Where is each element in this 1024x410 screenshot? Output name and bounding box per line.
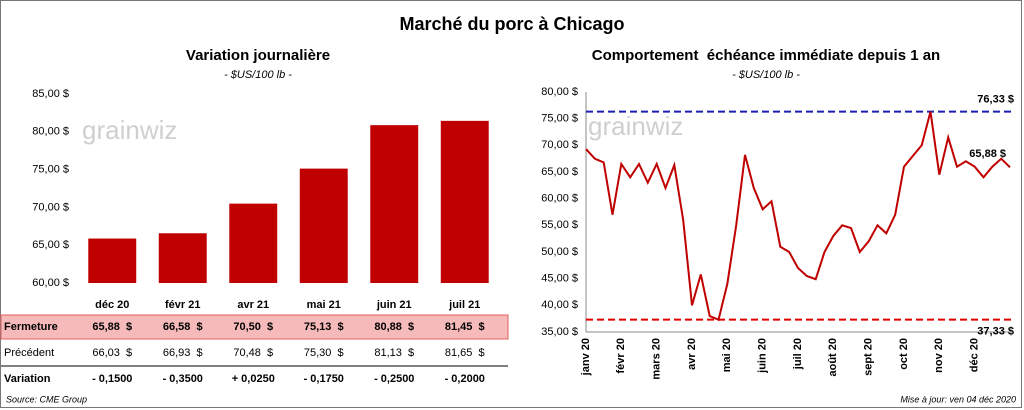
y-tick-label: 80,00 $	[541, 86, 578, 98]
y-tick-label: 85,00 $	[32, 88, 69, 100]
table-cell: - 0,1750	[304, 373, 344, 385]
table-cell: 70,48 $	[233, 347, 273, 359]
table-cell: 70,50 $	[233, 321, 273, 333]
table-cell: + 0,0250	[232, 373, 275, 385]
y-tick-label: 75,00 $	[541, 113, 578, 125]
chart-subtitle: - $US/100 lb -	[224, 69, 292, 81]
x-tick-label: août 20	[827, 338, 839, 377]
table-cell: 66,03 $	[92, 347, 132, 359]
source: Source: CME Group	[6, 394, 87, 404]
table-cell: 81,13 $	[374, 347, 414, 359]
x-tick-label: nov 20	[933, 338, 945, 373]
table-cell: 65,88 $	[92, 321, 132, 333]
table-cell: 80,88 $	[374, 321, 414, 333]
x-tick-label: juin 20	[757, 338, 769, 374]
x-tick-label: avr 21	[237, 299, 269, 311]
x-tick-label: mai 21	[307, 299, 341, 311]
row-label: Précédent	[4, 347, 54, 359]
x-tick-label: juin 21	[376, 299, 412, 311]
bar	[440, 120, 489, 283]
x-tick-label: juil 21	[448, 299, 480, 311]
x-tick-label: oct 20	[898, 338, 910, 370]
row-label: Variation	[4, 373, 51, 385]
y-tick-label: 65,00 $	[32, 239, 69, 251]
table-cell: - 0,2500	[374, 373, 414, 385]
y-tick-label: 55,00 $	[541, 219, 578, 231]
y-tick-label: 60,00 $	[32, 277, 69, 289]
y-tick-label: 65,00 $	[541, 166, 578, 178]
table-cell: 66,93 $	[163, 347, 203, 359]
y-tick-label: 70,00 $	[32, 201, 69, 213]
table-cell: - 0,2000	[445, 373, 485, 385]
y-tick-label: 80,00 $	[32, 126, 69, 138]
bar	[88, 238, 137, 283]
bar	[229, 203, 278, 283]
x-tick-label: juil 20	[792, 338, 804, 370]
chart-subtitle: - $US/100 lb -	[732, 69, 800, 81]
table-cell: 81,45 $	[445, 321, 485, 333]
y-tick-label: 45,00 $	[541, 273, 578, 285]
row-label: Fermeture	[4, 321, 58, 333]
bar	[299, 168, 348, 283]
x-tick-label: mars 20	[651, 338, 663, 380]
highlight-row	[0, 314, 509, 340]
x-tick-label: avr 20	[686, 338, 698, 370]
table-cell: 81,65 $	[445, 347, 485, 359]
bar	[158, 233, 207, 283]
table-cell: 75,13 $	[304, 321, 344, 333]
chart-title: Variation journalière	[186, 47, 330, 64]
x-tick-label: janv 20	[580, 338, 592, 376]
update-date: Mise à jour: ven 04 déc 2020	[900, 394, 1016, 404]
y-tick-label: 70,00 $	[541, 139, 578, 151]
x-tick-label: déc 20	[95, 299, 129, 311]
end-label: 65,88 $	[969, 148, 1006, 160]
x-tick-label: déc 20	[969, 338, 981, 372]
watermark: grainwiz	[82, 115, 177, 145]
x-tick-label: févr 20	[615, 338, 627, 373]
x-tick-label: févr 21	[165, 299, 200, 311]
reference-label: 76,33 $	[977, 93, 1014, 105]
y-tick-label: 75,00 $	[32, 164, 69, 176]
watermark: grainwiz	[588, 111, 683, 141]
x-tick-label: mai 20	[721, 338, 733, 372]
bar	[370, 125, 419, 283]
table-cell: 66,58 $	[163, 321, 203, 333]
table-cell: 75,30 $	[304, 347, 344, 359]
x-tick-label: sept 20	[863, 338, 875, 376]
table-cell: - 0,1500	[92, 373, 132, 385]
reference-label: 37,33 $	[977, 325, 1014, 337]
line-series	[585, 111, 1011, 322]
page-title: Marché du porc à Chicago	[399, 14, 624, 34]
table-cell: - 0,3500	[163, 373, 203, 385]
y-tick-label: 60,00 $	[541, 193, 578, 205]
y-tick-label: 35,00 $	[541, 326, 578, 338]
chart-title: Comportement échéance immédiate depuis 1…	[592, 47, 940, 64]
y-tick-label: 50,00 $	[541, 246, 578, 258]
y-tick-label: 40,00 $	[541, 299, 578, 311]
